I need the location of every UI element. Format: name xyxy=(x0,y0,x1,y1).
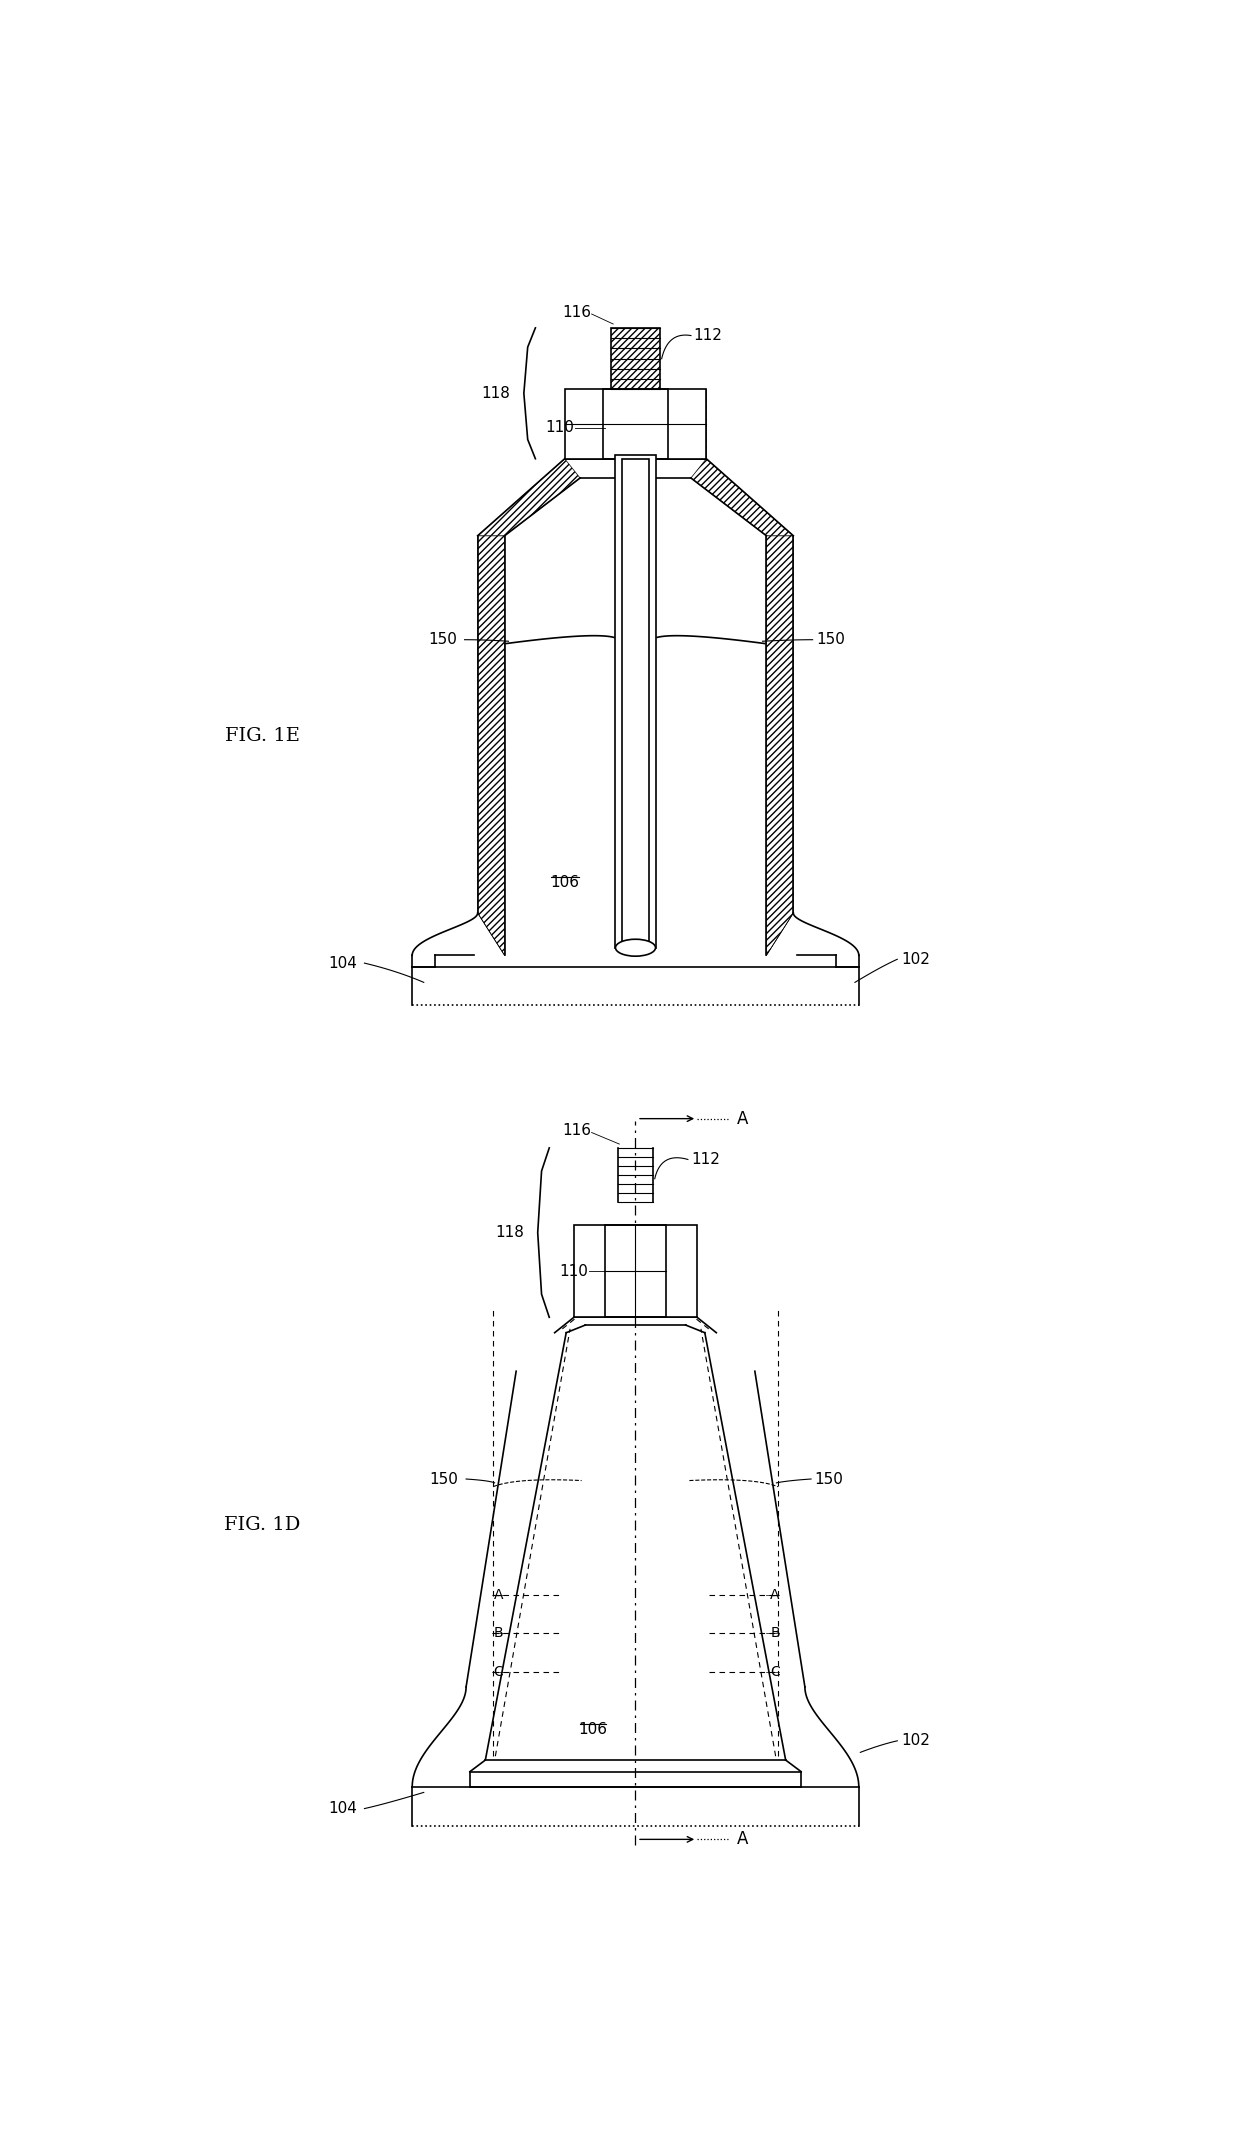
Text: 150: 150 xyxy=(816,632,846,647)
Text: 106: 106 xyxy=(551,875,579,890)
Text: 150: 150 xyxy=(815,1471,843,1486)
Text: 106: 106 xyxy=(579,1722,608,1737)
Text: A: A xyxy=(770,1588,780,1601)
Text: 150: 150 xyxy=(429,1471,459,1486)
Text: 110: 110 xyxy=(546,419,574,436)
Text: C: C xyxy=(770,1665,780,1678)
Polygon shape xyxy=(564,390,603,458)
Bar xyxy=(564,390,707,458)
Text: 112: 112 xyxy=(693,328,722,343)
Text: 150: 150 xyxy=(428,632,456,647)
Text: FIG. 1E: FIG. 1E xyxy=(224,726,300,745)
Text: B: B xyxy=(494,1627,503,1639)
Text: 104: 104 xyxy=(327,1801,357,1816)
Bar xyxy=(605,1224,666,1318)
Polygon shape xyxy=(691,458,794,537)
Text: C: C xyxy=(494,1665,503,1678)
Text: 104: 104 xyxy=(327,956,357,971)
Text: 118: 118 xyxy=(495,1224,523,1239)
Polygon shape xyxy=(477,537,505,956)
Text: 118: 118 xyxy=(481,385,510,400)
Text: 110: 110 xyxy=(559,1265,588,1280)
Text: A: A xyxy=(494,1588,503,1601)
Bar xyxy=(574,1224,697,1318)
Bar xyxy=(615,456,656,947)
Polygon shape xyxy=(477,458,580,537)
Bar xyxy=(603,390,668,458)
Bar xyxy=(621,458,650,943)
Text: B: B xyxy=(770,1627,780,1639)
Polygon shape xyxy=(668,390,707,458)
Ellipse shape xyxy=(615,939,656,956)
Polygon shape xyxy=(766,537,794,956)
Text: 116: 116 xyxy=(562,304,590,319)
Text: 116: 116 xyxy=(562,1124,590,1139)
Text: 102: 102 xyxy=(901,952,930,967)
Text: A: A xyxy=(737,1109,749,1128)
Text: 102: 102 xyxy=(901,1733,930,1748)
Text: 112: 112 xyxy=(691,1152,719,1167)
Bar xyxy=(611,328,660,390)
Text: FIG. 1D: FIG. 1D xyxy=(224,1516,300,1535)
Text: A: A xyxy=(737,1831,749,1848)
